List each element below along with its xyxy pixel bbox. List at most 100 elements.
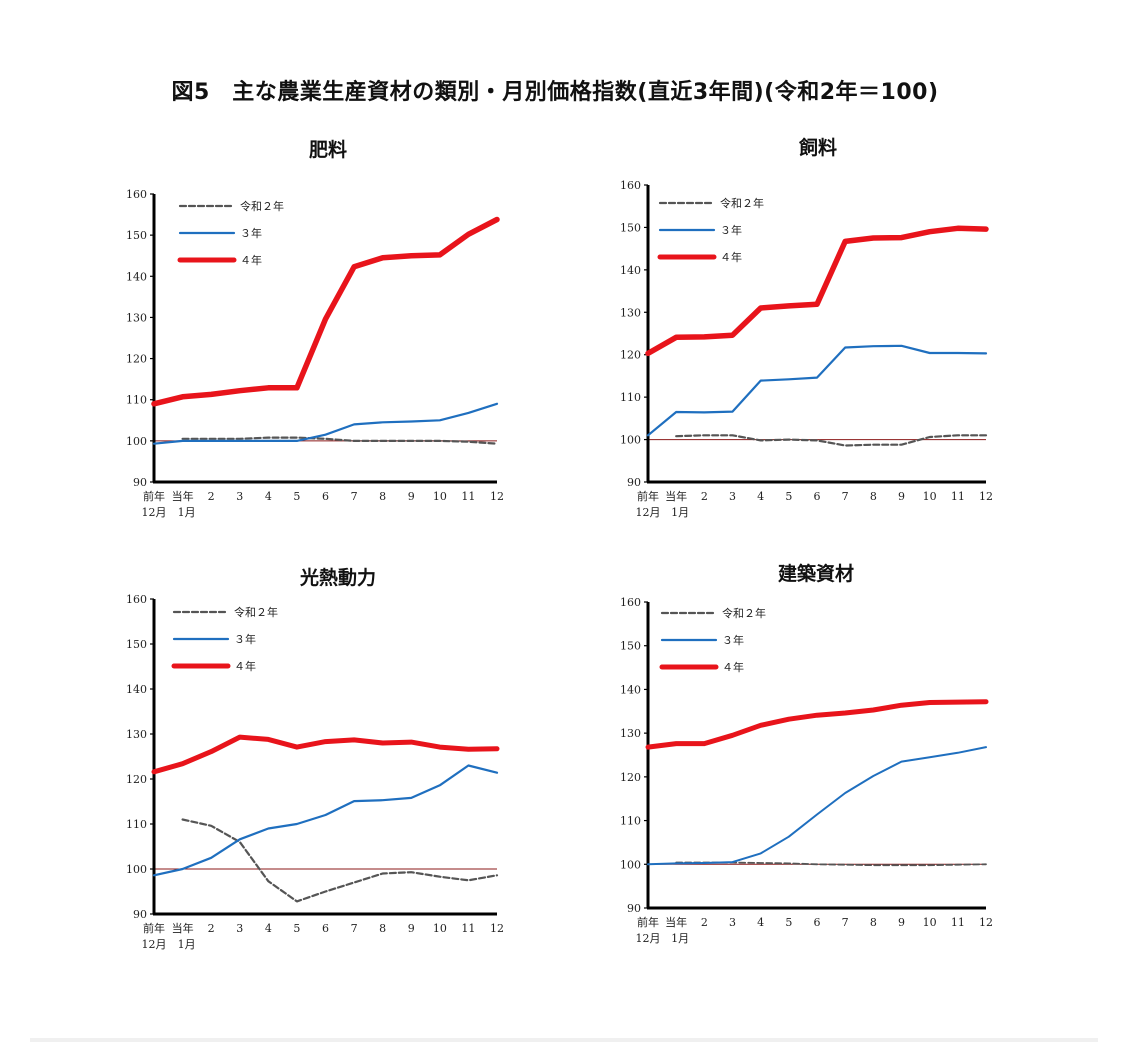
y-tick-label: 140: [126, 683, 147, 696]
x-tick-label: 6: [322, 490, 329, 503]
x-tick-label: 3: [236, 922, 243, 935]
x-tick-label: 2: [701, 490, 708, 503]
y-tick-label: 150: [620, 640, 641, 653]
x-tick-label: 5: [293, 490, 300, 503]
chart-svg: 光熱動力 90 100 110 120 130 140 150 160 前年 当年 2 3 4 5 6 7 8 9 1…: [126, 566, 504, 951]
y-tick-label: 150: [126, 638, 147, 651]
x-tick-label-sub: 1月: [671, 932, 689, 945]
x-tick-label: 10: [433, 490, 447, 503]
legend-label: ３年: [722, 633, 744, 647]
chart-svg: 飼料 90 100 110 120 130 140 150 160 前年 当年 2 3 4 5 6 7 8 9 10 1…: [620, 136, 993, 519]
y-tick-label: 160: [620, 179, 641, 192]
x-tick-label: 2: [208, 922, 215, 935]
y-tick-label: 110: [620, 815, 641, 828]
page-title: 図5 主な農業生産資材の類別・月別価格指数(直近3年間)(令和2年＝100): [171, 80, 939, 105]
x-tick-label: 8: [870, 490, 877, 503]
chart-svg: 肥料 90 100 110 120 130 140 150 160 前年 当年 2 3 4 5 6 7 8 9 10 1…: [126, 138, 504, 519]
x-tick-label: 12: [979, 490, 993, 503]
x-tick-label: 10: [923, 916, 937, 929]
y-tick-label: 130: [126, 311, 147, 324]
y-tick-label: 100: [126, 863, 147, 876]
y-tick-label: 90: [627, 902, 641, 915]
x-tick-label: 10: [923, 490, 937, 503]
x-tick-label-sub: 1月: [178, 938, 196, 951]
x-tick-label: 4: [757, 916, 764, 929]
series-line-0: [675, 434, 988, 447]
x-tick-label: 12: [490, 922, 504, 935]
series-line-1: [152, 764, 499, 877]
legend-label: ４年: [722, 660, 744, 674]
chart-title: 建築資材: [778, 562, 854, 585]
y-tick-label: 110: [126, 394, 147, 407]
x-tick-label: 7: [351, 922, 358, 935]
x-tick-label: 2: [208, 490, 215, 503]
series-line-0: [181, 818, 499, 903]
x-tick-label: 当年: [172, 921, 194, 935]
y-tick-label: 100: [126, 435, 147, 448]
x-tick-label-sub: 1月: [178, 506, 196, 519]
series-line-2: [645, 225, 989, 357]
legend-label: 令和２年: [720, 196, 764, 210]
x-tick-label: 5: [293, 922, 300, 935]
legend-label: 令和２年: [722, 606, 766, 620]
series-line-1: [152, 402, 499, 445]
x-tick-label: 7: [351, 490, 358, 503]
y-tick-label: 120: [620, 771, 641, 784]
x-tick-label: 3: [729, 916, 736, 929]
x-tick-label: 8: [870, 916, 877, 929]
x-tick-label: 9: [898, 490, 905, 503]
x-tick-label: 11: [951, 916, 965, 929]
chart-title: 肥料: [309, 138, 347, 161]
x-tick-label: 前年: [637, 489, 659, 503]
x-tick-label: 8: [379, 490, 386, 503]
bottom-divider: [30, 1038, 1098, 1042]
chart-building-materials: 建築資材 90 100 110 120 130 140 150 160 前年 当年 2 3 4 5 6 7 8 9 1…: [608, 556, 1008, 966]
y-tick-label: 110: [620, 391, 641, 404]
x-tick-label: 前年: [143, 921, 165, 935]
x-tick-label: 6: [814, 490, 821, 503]
y-tick-label: 100: [620, 858, 641, 871]
y-tick-label: 150: [126, 229, 147, 242]
series-line-0: [181, 436, 499, 445]
x-tick-label: 7: [842, 916, 849, 929]
x-tick-label: 6: [322, 922, 329, 935]
chart-title: 光熱動力: [299, 566, 376, 589]
x-tick-label: 9: [408, 490, 415, 503]
y-tick-label: 130: [620, 727, 641, 740]
legend-label: 令和２年: [240, 199, 284, 213]
x-tick-label: 当年: [172, 489, 194, 503]
x-tick-label: 3: [236, 490, 243, 503]
x-tick-label: 11: [951, 490, 965, 503]
legend-label: ３年: [720, 223, 742, 237]
legend-label: ４年: [240, 253, 262, 267]
y-tick-label: 140: [620, 683, 641, 696]
x-tick-label: 3: [729, 490, 736, 503]
y-tick-label: 120: [126, 353, 147, 366]
x-tick-label: 5: [785, 916, 792, 929]
y-tick-label: 160: [620, 596, 641, 609]
series-line-1: [646, 344, 988, 437]
x-tick-label: 12: [979, 916, 993, 929]
chart-energy: 光熱動力 90 100 110 120 130 140 150 160 前年 当年 2 3 4 5 6 7 8 9 1…: [118, 560, 518, 970]
x-tick-label: 当年: [665, 915, 687, 929]
y-tick-label: 140: [620, 264, 641, 277]
y-tick-label: 130: [620, 306, 641, 319]
x-tick-label: 11: [461, 922, 475, 935]
series-line-2: [645, 699, 989, 750]
x-tick-label-sub: 12月: [142, 938, 167, 951]
series-line-1: [647, 746, 987, 866]
x-tick-label-sub: 12月: [142, 506, 167, 519]
legend-label: ４年: [234, 659, 256, 673]
x-tick-label: 9: [408, 922, 415, 935]
y-tick-label: 120: [620, 349, 641, 362]
series-line-2: [151, 734, 500, 775]
x-tick-label: 5: [785, 490, 792, 503]
x-tick-label: 4: [265, 490, 272, 503]
x-tick-label-sub: 12月: [636, 506, 661, 519]
series-line-2: [151, 216, 500, 407]
legend-label: ４年: [720, 250, 742, 264]
y-tick-label: 160: [126, 188, 147, 201]
x-tick-label: 4: [265, 922, 272, 935]
legend-label: ３年: [240, 226, 262, 240]
y-tick-label: 100: [620, 434, 641, 447]
